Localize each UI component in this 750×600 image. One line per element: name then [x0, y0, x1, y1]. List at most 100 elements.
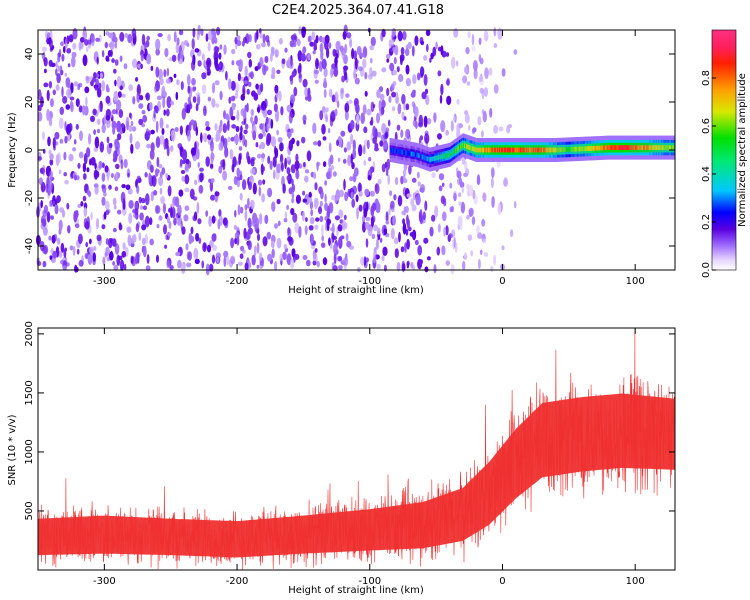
- spectrogram-signal-cell: [624, 145, 626, 150]
- spectrogram-noise-cell: [314, 224, 319, 230]
- spectrogram-noise-cell: [78, 41, 82, 51]
- spectrogram-noise-cell: [102, 256, 106, 266]
- spectrogram-noise-cell: [442, 211, 447, 222]
- spectrogram-noise-cell: [334, 197, 338, 204]
- spectrogram-noise-cell: [262, 131, 266, 137]
- spectrogram-signal-cell: [615, 145, 617, 150]
- spectrogram-noise-cell: [259, 28, 262, 34]
- spectrogram-noise-cell: [356, 114, 360, 125]
- spectrogram-noise-cell: [343, 222, 348, 230]
- spectrogram-noise-cell: [469, 209, 473, 218]
- spectrogram-noise-cell: [69, 96, 75, 101]
- spectrogram-noise-cell: [79, 130, 83, 141]
- spectrogram-signal-cell: [420, 154, 422, 159]
- spectrogram-noise-cell: [353, 50, 357, 60]
- spectrogram-noise-cell: [276, 69, 281, 75]
- spectrogram-noise-cell: [37, 156, 42, 161]
- spectrogram-noise-cell: [58, 228, 62, 235]
- spectrogram-noise-cell: [207, 244, 211, 253]
- spectrogram-signal-cell: [589, 146, 591, 151]
- spectrogram-noise-cell: [203, 105, 207, 117]
- spectrogram-noise-cell: [156, 95, 162, 101]
- spectrogram-signal-cell: [410, 151, 412, 157]
- spectrogram-signal-cell: [489, 147, 491, 153]
- spectrogram-noise-cell: [205, 210, 209, 217]
- spectrogram-signal-cell: [600, 145, 602, 151]
- spectrogram-signal-cell: [590, 146, 592, 151]
- spectrogram-noise-cell: [155, 48, 160, 56]
- spectrogram-noise-cell: [194, 179, 198, 185]
- spectrogram-noise-cell: [245, 33, 250, 45]
- spectrogram-noise-cell: [164, 244, 168, 249]
- spectrogram-noise-cell: [309, 41, 315, 47]
- spectrogram-noise-cell: [270, 73, 276, 80]
- spectrogram-noise-cell: [87, 253, 93, 265]
- spectrogram-signal-cell: [667, 145, 669, 150]
- spectrogram-noise-cell: [477, 258, 481, 270]
- spectrogram-signal-cell: [467, 144, 469, 150]
- spectrogram-noise-cell: [381, 67, 387, 73]
- spectrogram-noise-cell: [280, 106, 284, 116]
- spectrogram-signal-cell: [441, 154, 443, 160]
- spectrogram-noise-cell: [294, 254, 300, 260]
- spectrogram-signal-cell: [408, 151, 410, 156]
- spectrogram-noise-cell: [471, 33, 475, 46]
- spectrogram-noise-cell: [433, 264, 437, 274]
- spectrogram-signal-cell: [486, 147, 488, 153]
- spectrogram-noise-cell: [200, 132, 203, 144]
- spectrogram-noise-cell: [360, 52, 366, 58]
- spectrogram-noise-cell: [72, 28, 78, 40]
- spectrogram-noise-cell: [164, 47, 169, 58]
- spectrogram-signal-cell: [391, 148, 393, 153]
- spectrogram-noise-cell: [72, 245, 76, 256]
- spectrogram-noise-cell: [236, 40, 242, 47]
- spectrogram-signal-cell: [427, 156, 429, 162]
- spectrogram-signal-cell: [528, 147, 531, 153]
- spectrogram-noise-cell: [149, 149, 155, 160]
- spectrogram-noise-cell: [271, 201, 276, 212]
- spectrogram-noise-cell: [419, 66, 425, 77]
- spectrogram-noise-cell: [174, 127, 179, 132]
- spectrogram-noise-cell: [201, 53, 205, 61]
- spectrogram-noise-cell: [450, 263, 455, 275]
- spectrogram-noise-cell: [234, 237, 238, 245]
- spectrogram-signal-cell: [595, 145, 597, 151]
- spectrogram-signal-cell: [540, 147, 543, 153]
- spectrogram-signal-cell: [650, 145, 652, 150]
- spectrogram-noise-cell: [344, 102, 350, 113]
- spectrogram-noise-cell: [400, 57, 403, 66]
- spectrogram-signal-cell: [481, 147, 483, 153]
- spectrogram-noise-cell: [473, 68, 478, 80]
- spectrogram-signal-cell: [558, 147, 561, 153]
- spectrogram-noise-cell: [255, 217, 259, 230]
- spectrogram-noise-cell: [113, 204, 117, 210]
- spectrogram-noise-cell: [98, 161, 103, 169]
- spectrogram-noise-cell: [96, 218, 99, 230]
- spectrogram-noise-cell: [257, 153, 262, 159]
- spectrogram-noise-cell: [149, 102, 153, 111]
- spectrogram-noise-cell: [163, 224, 167, 235]
- spectrogram-noise-cell: [247, 51, 252, 59]
- spectrogram-noise-cell: [363, 160, 367, 166]
- spectrogram-noise-cell: [498, 126, 504, 132]
- spectrogram-noise-cell: [328, 237, 331, 246]
- spectrogram-noise-cell: [118, 223, 123, 231]
- spectrogram-noise-cell: [145, 215, 150, 228]
- spectrogram-noise-cell: [222, 217, 228, 226]
- spectrogram-noise-cell: [258, 252, 263, 262]
- spectrogram-noise-cell: [406, 239, 410, 250]
- spectrogram-signal-cell: [492, 147, 494, 153]
- spectrogram-noise-cell: [405, 228, 409, 236]
- spectrogram-noise-cell: [148, 172, 151, 183]
- spectrogram-noise-cell: [145, 40, 150, 48]
- spectrogram-noise-cell: [296, 38, 301, 47]
- spectrogram-signal-cell: [412, 151, 414, 157]
- spectrogram-noise-cell: [50, 98, 54, 108]
- spectrogram-noise-cell: [276, 198, 281, 205]
- spectrogram-signal-cell: [406, 150, 408, 156]
- spectrogram-noise-cell: [214, 191, 220, 197]
- spectrogram-noise-cell: [331, 194, 336, 201]
- spectrogram-signal-cell: [662, 145, 664, 150]
- spectrogram-noise-cell: [112, 238, 117, 247]
- spectrogram-noise-cell: [360, 112, 366, 125]
